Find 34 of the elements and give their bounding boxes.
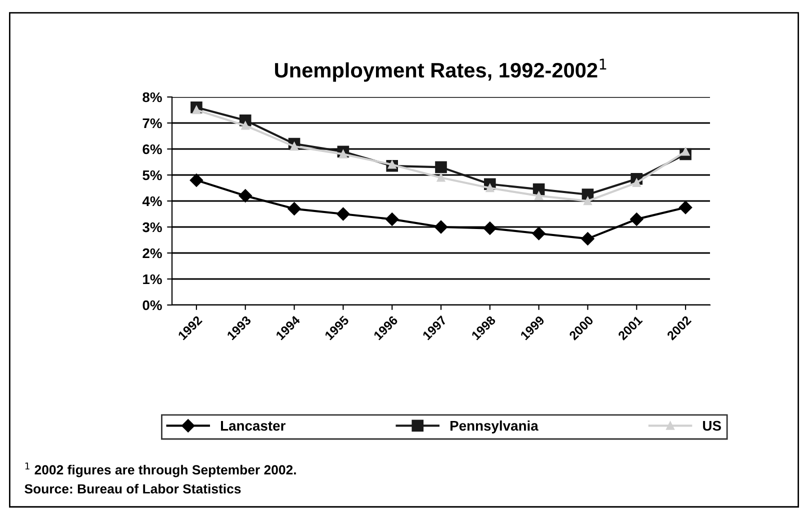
point bbox=[192, 106, 201, 114]
y-tick-label: 3% bbox=[142, 222, 162, 232]
point bbox=[532, 226, 546, 240]
legend-label: Pennsylvania bbox=[450, 420, 538, 434]
point bbox=[436, 173, 446, 182]
y-tick-label: 5% bbox=[142, 170, 162, 180]
legend-label: US bbox=[703, 420, 721, 431]
y-tick-label: 7% bbox=[142, 118, 162, 128]
legend-label: Lancaster bbox=[220, 421, 286, 431]
point bbox=[388, 160, 396, 169]
point bbox=[678, 200, 692, 214]
point bbox=[238, 189, 252, 202]
y-tick-label: 4% bbox=[142, 196, 162, 206]
chart-title: Unemployment Rates, 1992-2002$^{1}$ bbox=[275, 58, 606, 82]
text: $^{1}$ 2002 figures are through September 2002. bbox=[25, 462, 296, 478]
point bbox=[435, 161, 447, 174]
point bbox=[630, 212, 644, 226]
y-tick-label: 8% bbox=[142, 92, 162, 102]
point bbox=[241, 121, 250, 130]
y-tick-label: 6% bbox=[142, 144, 162, 154]
point bbox=[336, 207, 350, 221]
point bbox=[483, 222, 496, 235]
y-tick-label: 2% bbox=[142, 248, 162, 258]
point bbox=[486, 184, 494, 192]
point bbox=[584, 196, 592, 206]
point bbox=[581, 232, 594, 246]
point bbox=[288, 202, 301, 216]
point bbox=[386, 212, 399, 226]
point bbox=[534, 192, 543, 200]
y-tick-label: 1% bbox=[143, 274, 162, 284]
source-note: Source: Bureau of Labor Statistics bbox=[24, 484, 241, 494]
point bbox=[190, 174, 204, 187]
point bbox=[434, 220, 448, 234]
y-tick-label: 0% bbox=[142, 300, 162, 310]
